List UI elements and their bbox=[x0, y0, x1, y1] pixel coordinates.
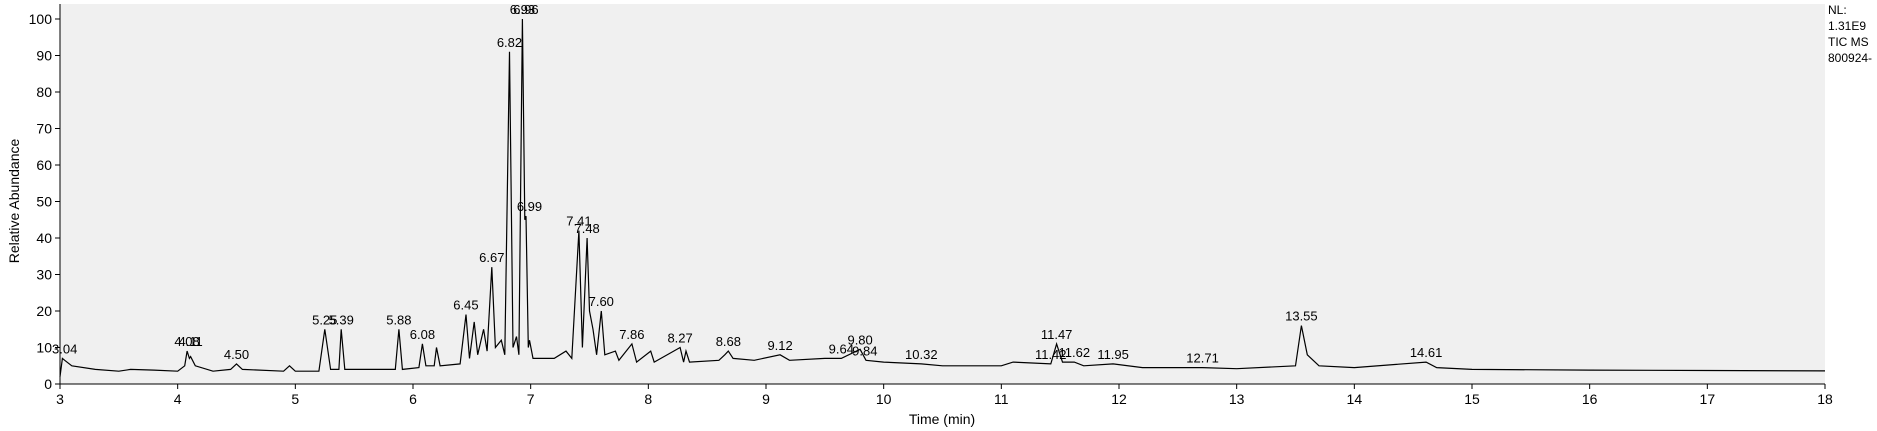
peak-label: 11.62 bbox=[1058, 345, 1090, 360]
y-tick-label: 100 bbox=[29, 11, 53, 27]
x-tick-label: 10 bbox=[876, 391, 892, 407]
peak-label: 6.67 bbox=[479, 250, 504, 265]
peak-label: 6.08 bbox=[410, 327, 435, 342]
x-tick-label: 4 bbox=[174, 391, 182, 407]
peak-label: 7.60 bbox=[589, 294, 614, 309]
peak-label: 11.47 bbox=[1041, 327, 1073, 342]
x-tick-label: 18 bbox=[1817, 391, 1833, 407]
y-tick-label: 60 bbox=[36, 157, 52, 173]
x-tick-label: 5 bbox=[291, 391, 299, 407]
info-text: 800924- bbox=[1828, 51, 1872, 65]
peak-label: 8.68 bbox=[716, 334, 741, 349]
info-text: 1.31E9 bbox=[1828, 19, 1866, 33]
peak-label: 6.45 bbox=[453, 298, 478, 313]
y-tick-label: 70 bbox=[36, 121, 52, 137]
x-tick-label: 6 bbox=[409, 391, 417, 407]
peak-label: 9.84 bbox=[852, 343, 877, 358]
peak-label: 8.27 bbox=[667, 331, 692, 346]
peak-label: 4.50 bbox=[224, 347, 249, 362]
y-tick-label: 0 bbox=[44, 376, 52, 392]
x-tick-label: 3 bbox=[56, 391, 64, 407]
x-tick-label: 17 bbox=[1700, 391, 1716, 407]
peak-label: 11.95 bbox=[1097, 347, 1129, 362]
y-tick-label: 40 bbox=[36, 230, 52, 246]
peak-label: 9.64 bbox=[829, 341, 854, 356]
plot-background bbox=[60, 4, 1825, 384]
peak-label: 12.71 bbox=[1186, 351, 1219, 366]
y-tick-label: 80 bbox=[36, 84, 52, 100]
peak-label: 11.42 bbox=[1035, 347, 1067, 362]
peak-label: 4.08 bbox=[174, 334, 199, 349]
x-tick-label: 8 bbox=[644, 391, 652, 407]
x-tick-label: 13 bbox=[1229, 391, 1245, 407]
x-tick-label: 9 bbox=[762, 391, 770, 407]
y-tick-label: 20 bbox=[36, 303, 52, 319]
trace-line bbox=[59, 18, 1826, 377]
y-tick-label: 90 bbox=[36, 48, 52, 64]
peak-label: 5.39 bbox=[329, 312, 354, 327]
y-tick-label: 10 bbox=[36, 340, 52, 356]
peak-label: 5.88 bbox=[386, 312, 411, 327]
peak-label: 5.25 bbox=[312, 312, 337, 327]
peak-label: 10.32 bbox=[905, 347, 938, 362]
peak-label: 7.41 bbox=[566, 214, 591, 229]
x-tick-label: 11 bbox=[994, 391, 1009, 407]
peak-label: 6.96 bbox=[513, 2, 538, 17]
peak-label: 6.93 bbox=[510, 2, 535, 17]
x-tick-label: 14 bbox=[1347, 391, 1363, 407]
x-tick-label: 15 bbox=[1464, 391, 1480, 407]
peak-label: 7.48 bbox=[574, 221, 599, 236]
x-axis-title: Time (min) bbox=[909, 411, 975, 427]
y-tick-label: 30 bbox=[36, 267, 52, 283]
x-tick-label: 7 bbox=[527, 391, 535, 407]
peak-label: 6.99 bbox=[517, 199, 542, 214]
peak-label: 7.86 bbox=[619, 327, 644, 342]
y-axis-title: Relative Abundance bbox=[6, 139, 22, 264]
peak-label: 3.04 bbox=[52, 341, 77, 356]
y-tick-label: 50 bbox=[36, 194, 52, 210]
peak-label: 9.12 bbox=[767, 338, 792, 353]
info-text: TIC MS bbox=[1828, 35, 1869, 49]
x-tick-label: 12 bbox=[1111, 391, 1127, 407]
peak-label: 9.80 bbox=[847, 332, 872, 347]
peak-label: 4.11 bbox=[178, 334, 202, 349]
info-text: NL: bbox=[1828, 3, 1847, 17]
peak-label: 14.61 bbox=[1410, 345, 1443, 360]
peak-label: 6.82 bbox=[497, 35, 522, 50]
x-tick-label: 16 bbox=[1582, 391, 1598, 407]
peak-label: 13.55 bbox=[1285, 309, 1318, 324]
